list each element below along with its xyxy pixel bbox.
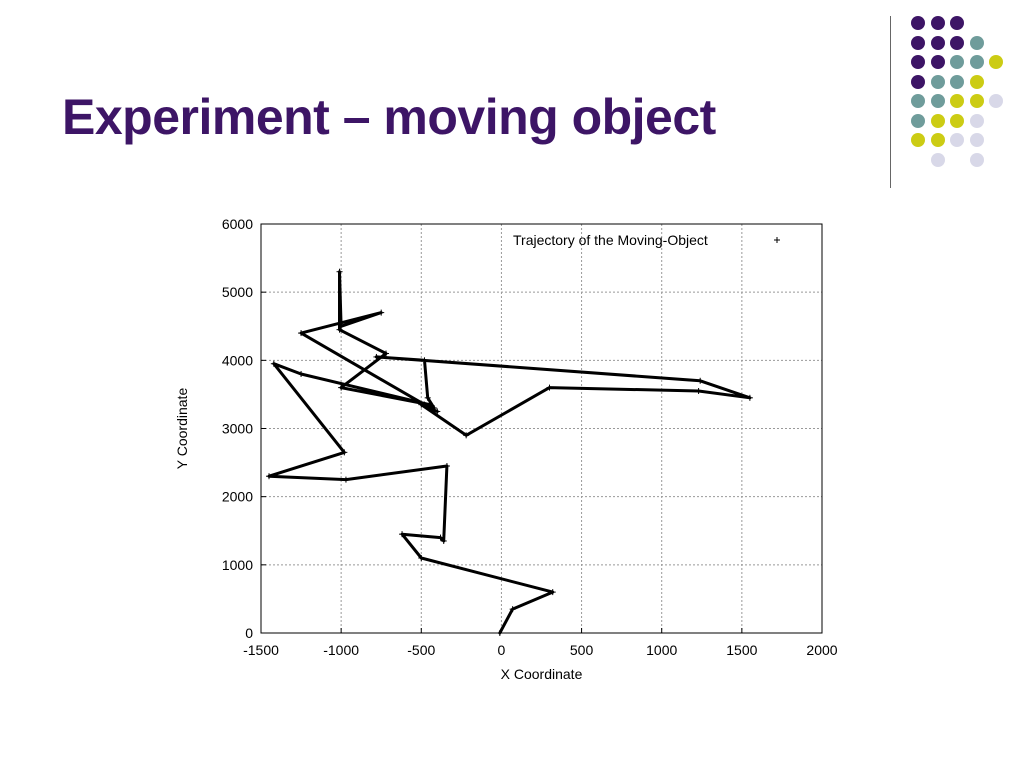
chart-grid (261, 224, 822, 633)
trajectory-point (342, 476, 349, 483)
trajectory-point (298, 370, 305, 377)
trajectory-point (546, 384, 553, 391)
trajectory-point (421, 357, 428, 364)
y-axis-ticks: 0 1000 2000 3000 4000 5000 6000 (222, 216, 266, 641)
x-tick-label: 1500 (726, 642, 757, 658)
x-axis-ticks: -1500 -1000 -500 0 500 1000 1500 2000 (243, 628, 838, 658)
x-tick-label: 0 (498, 642, 506, 658)
trajectory-point (695, 388, 702, 395)
x-tick-label: 1000 (646, 642, 677, 658)
trajectory-point (418, 401, 425, 408)
trajectory-point (418, 555, 425, 562)
x-tick-label: 2000 (806, 642, 837, 658)
trajectory-point (383, 350, 390, 357)
trajectory-point (341, 449, 348, 456)
x-tick-label: -1500 (243, 642, 279, 658)
title-divider-line (890, 16, 891, 188)
trajectory-point (336, 326, 343, 333)
trajectory-point (496, 630, 503, 636)
trajectory-point (434, 408, 441, 415)
legend-marker (774, 237, 780, 243)
y-tick-label: 5000 (222, 284, 253, 300)
y-tick-label: 6000 (222, 216, 253, 232)
trajectory-point (338, 323, 345, 330)
y-tick-label: 3000 (222, 421, 253, 437)
y-tick-label: 1000 (222, 557, 253, 573)
trajectory-point (440, 537, 447, 544)
trajectory-point (378, 309, 385, 316)
x-tick-label: -500 (407, 642, 435, 658)
trajectory-point (266, 473, 273, 480)
trajectory-point (431, 405, 438, 412)
trajectory-point (399, 531, 406, 538)
slide-title: Experiment – moving object (62, 89, 716, 145)
trajectory-point (443, 462, 450, 469)
y-tick-label: 2000 (222, 489, 253, 505)
legend-label: Trajectory of the Moving-Object (513, 232, 708, 248)
x-tick-label: 500 (570, 642, 594, 658)
trajectory-point (549, 589, 556, 596)
trajectory-point (463, 432, 470, 439)
trajectory-points (266, 268, 753, 636)
trajectory-point (338, 384, 345, 391)
trajectory-point (437, 534, 444, 541)
y-axis-label: Y Coordinate (174, 388, 190, 470)
trajectory-point (509, 606, 516, 613)
trajectory-point (298, 330, 305, 337)
trajectory-point (373, 353, 380, 360)
trajectory-point (746, 394, 753, 401)
x-axis-label: X Coordinate (501, 666, 583, 682)
y-tick-label: 0 (245, 625, 253, 641)
trajectory-point (270, 360, 277, 367)
trajectory-point (424, 394, 431, 401)
y-tick-label: 4000 (222, 352, 253, 368)
trajectory-point (697, 377, 704, 384)
x-tick-label: -1000 (323, 642, 359, 658)
trajectory-point (336, 268, 343, 275)
